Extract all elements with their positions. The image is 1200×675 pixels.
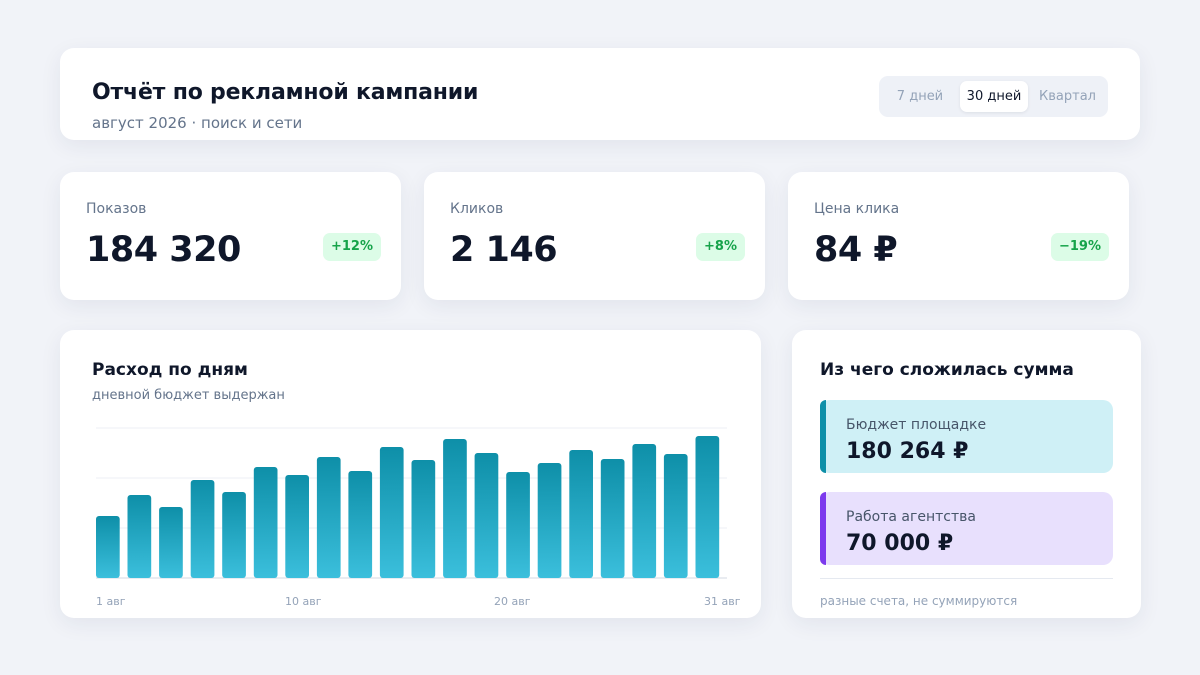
kpi-label: Кликов (450, 201, 504, 217)
chart-subtitle: дневной бюджет выдержан (92, 388, 285, 403)
divider (820, 578, 1113, 579)
chart-bar (474, 453, 499, 578)
kpi-change-badge: +8% (696, 233, 745, 261)
kpi-value: 184 320 (86, 230, 241, 270)
breakdown-item-value: 70 000 ₽ (846, 531, 954, 556)
chart-title: Расход по дням (92, 360, 248, 380)
chart-bar (411, 460, 436, 578)
breakdown-item-agency-work: Работа агентства 70 000 ₽ (820, 492, 1113, 565)
chart-bar (190, 480, 215, 578)
breakdown-item-platform-budget: Бюджет площадке 180 264 ₽ (820, 400, 1113, 473)
period-selector: 7 дней 30 дней Квартал (879, 76, 1108, 117)
kpi-card-cost-per-click: Цена клика 84 ₽ −19% (788, 172, 1129, 300)
chart-bar (632, 444, 657, 578)
kpi-card-impressions: Показов 184 320 +12% (60, 172, 401, 300)
chart-bar (695, 436, 720, 578)
breakdown-item-label: Работа агентства (846, 509, 976, 525)
chart-bar (96, 516, 120, 578)
spend-chart-card: Расход по дням дневной бюджет выдержан 1… (60, 330, 761, 618)
chart-bar (443, 439, 467, 578)
chart-bar (537, 463, 562, 578)
kpi-label: Цена клика (814, 201, 900, 217)
breakdown-note: разные счета, не суммируются (820, 594, 1018, 608)
spend-bar-chart: 1 авг 10 авг 20 авг 31 авг (96, 427, 741, 608)
chart-bar (663, 454, 688, 578)
kpi-card-clicks: Кликов 2 146 +8% (424, 172, 765, 300)
period-option-quarter[interactable]: Квартал (1039, 89, 1096, 104)
chart-bar (569, 450, 593, 578)
breakdown-item-label: Бюджет площадке (846, 417, 987, 433)
kpi-value: 2 146 (450, 230, 558, 270)
breakdown-item-value: 180 264 ₽ (846, 439, 969, 464)
period-option-7-days[interactable]: 7 дней (896, 89, 944, 104)
kpi-value: 84 ₽ (814, 230, 898, 270)
kpi-change-badge: +12% (322, 233, 381, 261)
breakdown-accent-bar (820, 492, 826, 565)
chart-bar (253, 467, 278, 578)
chart-bar (222, 492, 246, 578)
cost-breakdown-card: Из чего сложилась сумма Бюджет площадке … (792, 330, 1141, 618)
chart-bar (348, 471, 373, 578)
kpi-change-badge: −19% (1050, 233, 1109, 261)
breakdown-accent-bar (820, 400, 826, 473)
chart-bar (285, 475, 309, 578)
chart-tick-label: 20 авг (494, 595, 531, 608)
report-header: Отчёт по рекламной кампании август 2026 … (60, 48, 1140, 140)
chart-bar (316, 457, 341, 578)
chart-tick-label: 10 авг (285, 595, 322, 608)
chart-bar (379, 447, 404, 578)
kpi-label: Показов (86, 201, 147, 217)
chart-tick-label: 31 авг (704, 595, 741, 608)
chart-bar (127, 495, 152, 578)
chart-bar (506, 472, 530, 578)
page-title: Отчёт по рекламной кампании (92, 80, 479, 105)
chart-bar (159, 507, 183, 578)
breakdown-title: Из чего сложилась сумма (820, 360, 1074, 380)
period-option-30-days[interactable]: 30 дней (959, 81, 1029, 112)
chart-tick-label: 1 авг (96, 595, 126, 608)
page-subtitle: август 2026 · поиск и сети (92, 114, 303, 132)
chart-bar (600, 459, 625, 578)
